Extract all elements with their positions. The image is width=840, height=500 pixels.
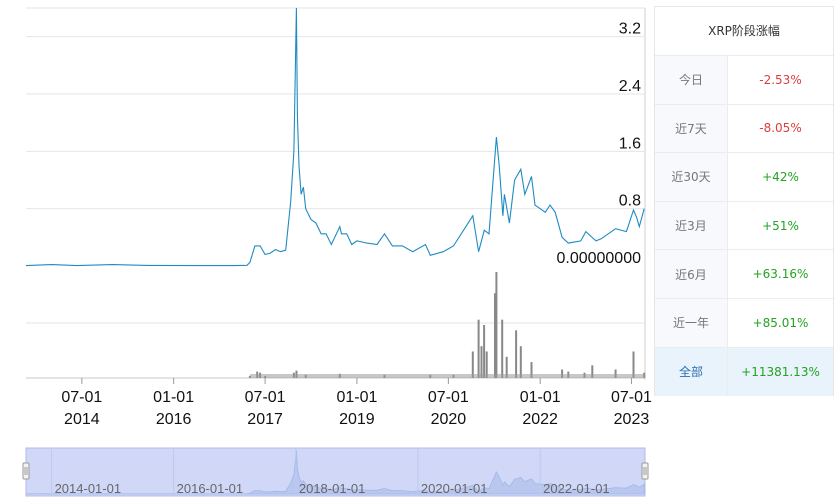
stat-period-label: 近3月 (655, 201, 728, 250)
volume-bar (519, 346, 522, 378)
stat-change-value: -8.05% (759, 121, 802, 136)
volume-bar (591, 365, 594, 378)
x-tick-label-top: 01-01 (520, 389, 561, 406)
stat-change-value: +11381.13% (728, 347, 833, 397)
volume-bar (471, 351, 474, 378)
volume-bar (480, 346, 483, 378)
volume-bar (495, 272, 498, 378)
volume-bar (515, 330, 518, 378)
x-tick-label-year: 2020 (431, 411, 467, 428)
stat-row-5[interactable]: 近一年 +85.01% (655, 298, 833, 348)
volume-bar (485, 351, 488, 378)
price-tick-label: 0.00000000 (556, 250, 641, 267)
volume-baseline-texture (249, 374, 645, 378)
stat-change-value: +85.01% (752, 315, 809, 330)
x-tick-label-top: 01-01 (153, 389, 194, 406)
x-tick-label-year: 2017 (247, 411, 283, 428)
stat-period-label: 近7天 (655, 104, 728, 153)
volume-bar (477, 319, 480, 378)
stat-change-value: +51% (762, 218, 799, 233)
stat-period-label: 近一年 (655, 298, 728, 347)
stat-period-label: 今日 (655, 56, 728, 104)
price-tick-label: 2.4 (619, 78, 641, 95)
stat-period-label: 近6月 (655, 250, 728, 298)
x-tick-label-top: 07-01 (611, 389, 652, 406)
stat-period-label: 近30天 (655, 153, 728, 201)
stat-row-0[interactable]: 今日 -2.53% (655, 56, 833, 105)
navigator-date-label: 2018-01-01 (299, 481, 366, 496)
navigator-date-label: 2022-01-01 (543, 481, 610, 496)
price-tick-label: 3.2 (619, 21, 641, 38)
navigator-series (25, 449, 645, 495)
navigator-date-label: 2020-01-01 (421, 481, 488, 496)
stat-row-3[interactable]: 近3月 +51% (655, 201, 833, 251)
volume-bar (483, 325, 486, 378)
range-navigator: 2014-01-01 2016-01-01 2018-01-01 2020-01-01… (22, 447, 649, 497)
x-tick-label-top: 01-01 (336, 389, 377, 406)
navigator-left-handle[interactable] (22, 462, 30, 480)
volume-bar (530, 362, 533, 378)
x-tick-label-year: 2023 (614, 411, 650, 428)
volume-bar (561, 369, 564, 378)
stat-row-4[interactable]: 近6月 +63.16% (655, 250, 833, 299)
stat-row-1[interactable]: 近7天 -8.05% (655, 104, 833, 154)
volume-bar (614, 369, 617, 378)
stat-change-value: -2.53% (759, 72, 802, 87)
price-tick-label: 0.8 (619, 193, 641, 210)
stat-period-label: 全部 (655, 347, 728, 397)
x-tick-label-top: 07-01 (245, 389, 286, 406)
stat-row-2[interactable]: 近30天 +42% (655, 153, 833, 202)
x-tick-label-year: 2019 (339, 411, 375, 428)
x-tick-label-year: 2022 (522, 411, 558, 428)
volume-bar (632, 351, 635, 378)
x-tick-label-year: 2014 (64, 411, 100, 428)
stat-change-value: +42% (762, 169, 799, 184)
stat-change-value: +63.16% (752, 267, 809, 282)
stat-row-6[interactable]: 全部 +11381.13% (655, 347, 833, 397)
x-tick-label-top: 07-01 (428, 389, 469, 406)
period-change-panel: XRP阶段涨幅 今日 -2.53% 近7天 -8.05% 近30天 +42% 近3月 +51%… (654, 6, 834, 397)
navigator-right-handle[interactable] (641, 462, 649, 480)
volume-bar (501, 319, 504, 378)
panel-title: XRP阶段涨幅 (655, 7, 833, 56)
navigator-date-label: 2014-01-01 (55, 481, 122, 496)
price-line (25, 7, 645, 267)
navigator-date-label: 2016-01-01 (177, 481, 244, 496)
volume-bar (505, 356, 508, 378)
volume-bar (494, 293, 496, 378)
price-tick-label: 1.6 (619, 135, 641, 152)
x-tick-label-top: 07-01 (61, 389, 102, 406)
x-tick-label-year: 2016 (156, 411, 192, 428)
